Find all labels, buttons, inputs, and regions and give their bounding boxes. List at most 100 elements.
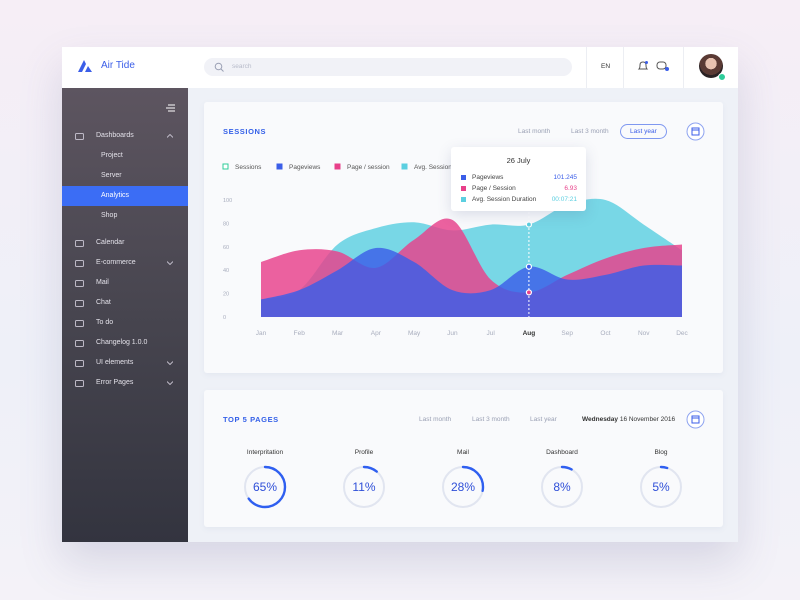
- icon-shape: [75, 320, 84, 327]
- weekday: Wednesday: [582, 416, 619, 423]
- chevron: [167, 381, 173, 385]
- menu-item[interactable]: Calendar: [62, 233, 188, 253]
- menu-icon: [75, 300, 84, 307]
- marker: [525, 221, 533, 228]
- x-tick-label: Mar: [332, 330, 344, 337]
- sessions-chart: 0 20 40 60 80 100 Sessions Pageviews Page / sess…: [222, 163, 689, 337]
- x-tick-label: Jul: [486, 330, 495, 337]
- menu-icon: [75, 280, 84, 287]
- icon-shape: [75, 280, 84, 287]
- menu-label: Dashboards: [96, 132, 134, 139]
- legend-label: Pageviews: [289, 164, 321, 171]
- x-tick-label: Feb: [294, 330, 306, 337]
- card-title: TOP 5 PAGES: [223, 415, 279, 424]
- x-tick-label: Jun: [447, 330, 458, 337]
- x-tick-label: Jan: [256, 330, 267, 337]
- menu-item[interactable]: Error Pages: [62, 373, 188, 393]
- sessions-card: SESSIONS Last month Last 3 month Last year…: [204, 102, 723, 373]
- menu-label: Mail: [96, 279, 109, 286]
- menu-toggle[interactable]: [166, 104, 176, 113]
- tooltip-swatch: [461, 197, 466, 202]
- chevron: [167, 361, 173, 365]
- menu-item[interactable]: Changelog 1.0.0: [62, 333, 188, 353]
- submenu-item[interactable]: Project: [62, 146, 188, 166]
- menu-item[interactable]: To do: [62, 313, 188, 333]
- legend-label: Avg. Session: [414, 164, 452, 171]
- x-tick-label: Nov: [638, 330, 650, 337]
- filter[interactable]: Last 3 month: [571, 128, 609, 135]
- filter[interactable]: Last month: [518, 128, 551, 135]
- card-title: SESSIONS: [223, 127, 267, 136]
- calendar-button[interactable]: [686, 410, 705, 429]
- icon-shape: [75, 133, 84, 140]
- menu-icon: [75, 380, 84, 387]
- menu-icon: [75, 240, 84, 247]
- menu-item[interactable]: Mail: [62, 273, 188, 293]
- legend-swatch: [222, 163, 229, 170]
- menu-label: Changelog 1.0.0: [96, 339, 148, 346]
- menu-icon: [75, 320, 84, 327]
- x-tick-label: Aug: [523, 330, 536, 337]
- app-window: Air Tide search EN Dashboards Project Serv…: [62, 47, 738, 542]
- filter[interactable]: Last year: [530, 416, 557, 423]
- tooltip-row: Page / Session 6.93: [461, 185, 577, 195]
- menu-label: Chat: [96, 299, 111, 306]
- menu-label: E-commerce: [96, 259, 136, 266]
- submenu-label: Server: [101, 172, 122, 179]
- top-pages-card: TOP 5 PAGES Last month Last 3 month Last y…: [204, 390, 723, 527]
- legend-swatch: [276, 163, 283, 170]
- search-icon: [214, 62, 224, 72]
- marker: [525, 263, 533, 270]
- menu-item[interactable]: Dashboards: [62, 126, 188, 146]
- submenu-label: Project: [101, 152, 123, 159]
- ring-arc: [441, 465, 485, 509]
- legend-label: Page / session: [347, 164, 390, 171]
- menu-item[interactable]: E-commerce: [62, 253, 188, 273]
- menu-icon: [75, 360, 84, 367]
- y-tick-label: 60: [223, 245, 229, 251]
- bell-icon[interactable]: [637, 60, 649, 72]
- ring-value: 8%: [553, 480, 571, 494]
- chevron-shape: [167, 261, 173, 265]
- menu-icon: [75, 340, 84, 347]
- chevron-shape: [167, 381, 173, 385]
- legend-label: Sessions: [235, 164, 262, 171]
- filter[interactable]: Last month: [419, 416, 452, 423]
- language[interactable]: EN: [601, 63, 611, 70]
- header: Air Tide search EN: [62, 47, 738, 88]
- x-tick-label: Dec: [676, 330, 688, 337]
- chat-icon[interactable]: [656, 60, 670, 72]
- ring-title: Blog: [654, 449, 667, 456]
- ring-title: Dashboard: [546, 449, 578, 456]
- menu-item[interactable]: Chat: [62, 293, 188, 313]
- y-tick-label: 80: [223, 221, 229, 227]
- menu-icon: [75, 133, 84, 140]
- ring-title: Interpritation: [247, 449, 284, 456]
- menu-item[interactable]: UI elements: [62, 353, 188, 373]
- tooltip-swatch: [461, 175, 466, 180]
- y-tick-label: 40: [223, 268, 229, 274]
- calendar-button[interactable]: [686, 122, 705, 141]
- ring-value: 28%: [451, 480, 475, 494]
- filter[interactable]: Last 3 month: [472, 416, 510, 423]
- filter[interactable]: Last year: [620, 124, 667, 139]
- tooltip-name: Page / Session: [472, 185, 516, 192]
- search-placeholder: search: [232, 63, 252, 70]
- tooltip-swatch: [461, 186, 466, 191]
- search-box[interactable]: search: [204, 58, 572, 76]
- y-tick-label: 100: [223, 198, 232, 204]
- menu-label: UI elements: [96, 359, 134, 366]
- x-tick-label: Sep: [561, 330, 573, 337]
- tooltip-row: Pageviews 101.245: [461, 174, 577, 184]
- area: [261, 247, 682, 317]
- tooltip-value: 101.245: [553, 174, 578, 181]
- ring-arc: [243, 465, 287, 509]
- submenu-item[interactable]: Analytics: [62, 186, 188, 206]
- submenu-item[interactable]: Server: [62, 166, 188, 186]
- ring-title: Profile: [355, 449, 374, 456]
- x-tick-label: Apr: [371, 330, 382, 337]
- submenu-item[interactable]: Shop: [62, 206, 188, 226]
- x-tick-label: Oct: [600, 330, 610, 337]
- icon-shape: [75, 240, 84, 247]
- divider: [623, 47, 624, 88]
